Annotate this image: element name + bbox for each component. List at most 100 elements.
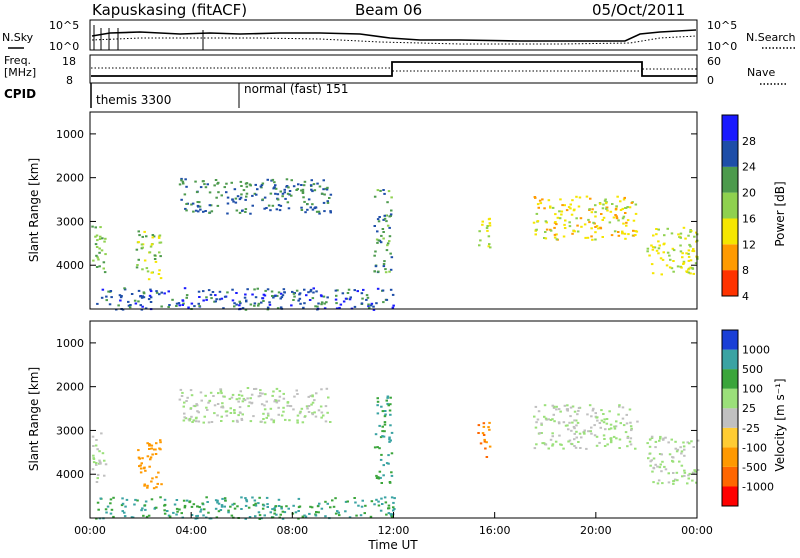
power-data-cell	[251, 194, 254, 197]
power-data-cell	[487, 245, 490, 248]
velocity-data-cell	[564, 424, 568, 427]
power-data-cell	[562, 235, 566, 238]
power-data-cell	[149, 290, 153, 293]
power-data-cell	[544, 231, 547, 233]
freq-left-tick-bottom: 8	[66, 74, 73, 87]
power-data-cell	[236, 195, 240, 198]
velocity-data-cell	[628, 440, 632, 443]
power-data-cell	[563, 223, 566, 226]
noise-sky-label: N.Sky	[2, 31, 34, 44]
velocity-data-cell	[143, 504, 147, 507]
power-data-cell	[192, 210, 195, 213]
velocity-data-cell	[379, 458, 383, 461]
velocity-data-cell	[178, 398, 182, 401]
noise-strip-frame	[89, 19, 698, 51]
power-data-cell	[248, 183, 252, 186]
power-data-cell	[288, 193, 291, 196]
power-data-cell	[382, 189, 385, 191]
velocity-data-cell	[187, 418, 191, 421]
velocity-data-cell	[374, 433, 378, 436]
power-data-cell	[553, 236, 557, 239]
power-data-cell	[575, 217, 578, 220]
velocity-data-cell	[172, 511, 175, 514]
power-data-cell	[555, 223, 558, 226]
power-data-cell	[137, 241, 140, 244]
velocity-data-cell	[261, 392, 264, 395]
power-data-cell	[255, 193, 258, 196]
power-data-cell	[323, 193, 326, 196]
velocity-data-cell	[301, 515, 305, 518]
power-data-cell	[635, 230, 639, 233]
velocity-colorbar-frame	[721, 329, 739, 507]
power-data-cell	[605, 201, 608, 204]
velocity-data-cell	[680, 464, 684, 467]
power-data-cell	[381, 289, 385, 292]
velocity-data-cell	[585, 447, 588, 450]
velocity-data-cell	[95, 462, 98, 464]
power-data-cell	[262, 300, 265, 302]
velocity-data-cell	[663, 465, 666, 468]
velocity-data-cell	[148, 444, 151, 447]
velocity-data-cell	[629, 425, 633, 428]
velocity-data-cell	[574, 446, 578, 449]
power-data-cell	[207, 289, 211, 292]
power-data-cell	[103, 240, 106, 243]
velocity-data-cell	[649, 464, 652, 467]
velocity-data-cell	[120, 504, 124, 507]
velocity-data-cell	[608, 410, 611, 413]
power-data-cell	[338, 306, 341, 309]
velocity-data-cell	[570, 443, 574, 446]
velocity-data-cell	[179, 388, 183, 391]
power-data-cell	[376, 230, 379, 233]
power-data-cell	[605, 207, 608, 210]
velocity-data-cell	[247, 506, 251, 509]
power-data-cell	[657, 240, 660, 243]
power-data-cell	[95, 246, 99, 248]
velocity-data-cell	[324, 500, 327, 503]
power-data-cell	[309, 184, 313, 187]
velocity-data-cell	[244, 504, 248, 507]
velocity-data-cell	[325, 387, 329, 390]
power-colorbar-tick-label: 24	[742, 161, 756, 174]
velocity-data-cell	[667, 481, 671, 484]
velocity-data-cell	[280, 505, 283, 508]
velocity-data-cell	[654, 440, 658, 443]
nave-label: Nave	[747, 66, 775, 79]
velocity-data-cell	[537, 410, 541, 413]
power-data-cell	[297, 299, 300, 302]
power-colorbar-tick-label: 12	[742, 238, 756, 251]
velocity-data-cell	[375, 498, 378, 501]
velocity-data-cell	[318, 502, 321, 505]
velocity-data-cell	[136, 499, 139, 502]
velocity-data-cell	[246, 387, 250, 389]
power-data-cell	[233, 305, 236, 308]
power-data-cell	[600, 213, 603, 215]
velocity-data-cell	[249, 397, 252, 400]
velocity-data-cell	[98, 450, 101, 453]
nave-trace	[91, 67, 697, 72]
velocity-data-cell	[595, 444, 599, 447]
power-data-cell	[651, 246, 655, 249]
velocity-data-cell	[138, 465, 141, 468]
power-data-cell	[274, 192, 277, 195]
power-data-cell	[579, 217, 583, 220]
power-data-cell	[96, 302, 99, 305]
power-data-cell	[304, 211, 307, 214]
velocity-colorbar-swatch	[722, 349, 738, 370]
velocity-data-cell	[346, 500, 349, 503]
velocity-data-cell	[662, 438, 665, 441]
velocity-data-cell	[549, 438, 553, 441]
velocity-data-cell	[392, 509, 395, 512]
power-data-cell	[152, 235, 156, 238]
power-data-cell	[603, 199, 607, 202]
power-data-cell	[601, 219, 604, 221]
power-data-cell	[157, 236, 161, 239]
velocity-data-cell	[384, 413, 387, 416]
power-data-cell	[103, 271, 107, 274]
power-data-cell	[311, 297, 315, 300]
velocity-data-cell	[573, 419, 576, 422]
power-data-cell	[538, 199, 542, 202]
velocity-data-cell	[381, 410, 385, 413]
velocity-data-cell	[269, 407, 273, 410]
